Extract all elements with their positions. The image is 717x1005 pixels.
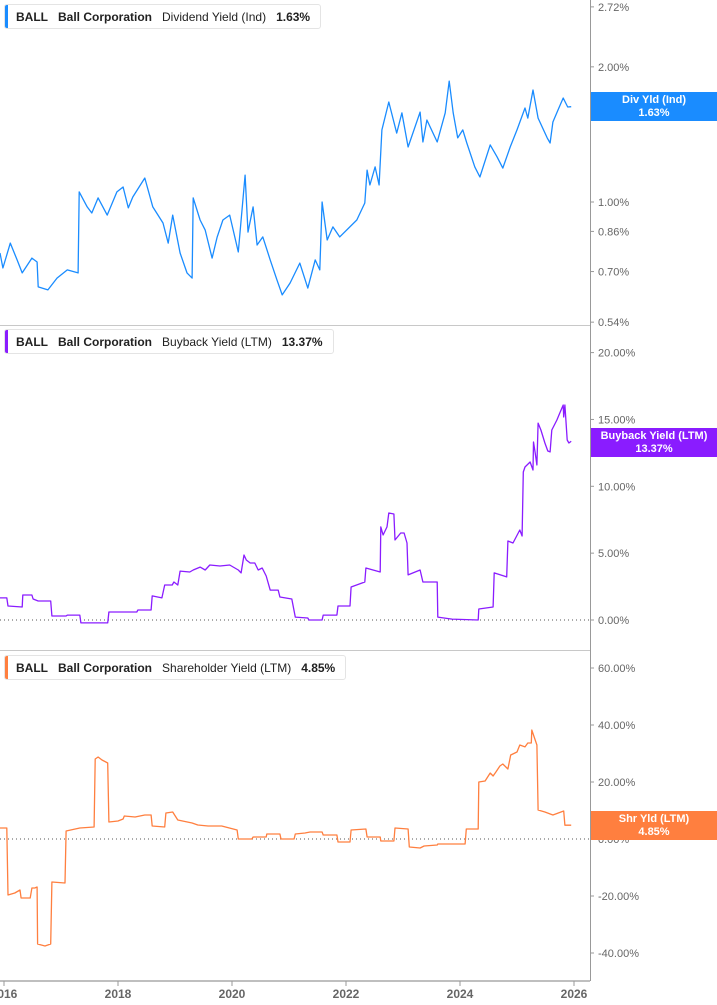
value-tag-shareholder-yield: Shr Yld (LTM) 4.85% bbox=[591, 811, 717, 840]
legend-metric: Buyback Yield (LTM) bbox=[162, 334, 272, 349]
y-tick-label: 0.54% bbox=[598, 317, 629, 329]
legend-color-bar bbox=[5, 5, 8, 28]
legend-dividend-yield: BALL Ball Corporation Dividend Yield (In… bbox=[4, 4, 322, 29]
legend-ticker: BALL bbox=[16, 334, 48, 349]
x-tick-label: 2016 bbox=[0, 987, 18, 1001]
x-tick-label: 2024 bbox=[447, 987, 474, 1001]
value-tag-buyback-yield: Buyback Yield (LTM) 13.37% bbox=[591, 428, 717, 457]
tag-value: 4.85% bbox=[638, 826, 670, 838]
y-tick-label: -20.00% bbox=[598, 891, 639, 903]
y-tick-label: 40.00% bbox=[598, 720, 636, 732]
y-tick-label: 10.00% bbox=[598, 481, 636, 493]
x-tick-label: 2026 bbox=[561, 987, 588, 1001]
legend-color-bar bbox=[5, 656, 8, 679]
tag-label: Div Yld (Ind) bbox=[622, 94, 686, 106]
x-tick-label: 2018 bbox=[105, 987, 132, 1001]
value-tag-dividend-yield: Div Yld (Ind) 1.63% bbox=[591, 92, 717, 121]
legend-value: 1.63% bbox=[276, 9, 311, 24]
legend-value: 4.85% bbox=[301, 660, 336, 675]
series-line-shareholder-yield bbox=[0, 729, 572, 947]
legend-company: Ball Corporation bbox=[58, 334, 153, 349]
tag-label: Buyback Yield (LTM) bbox=[600, 430, 708, 442]
y-tick-label: 0.70% bbox=[598, 267, 629, 279]
y-tick-label: 20.00% bbox=[598, 348, 636, 360]
y-tick-label: 0.00% bbox=[598, 615, 629, 627]
legend-value: 13.37% bbox=[281, 334, 323, 349]
y-tick-label: 5.00% bbox=[598, 548, 629, 560]
y-tick-label: 1.00% bbox=[598, 197, 629, 209]
legend-metric: Shareholder Yield (LTM) bbox=[162, 660, 292, 675]
y-tick-label: 60.00% bbox=[598, 663, 636, 675]
legend-ticker: BALL bbox=[16, 660, 48, 675]
tag-value: 13.37% bbox=[635, 443, 673, 455]
y-tick-label: 2.72% bbox=[598, 2, 629, 14]
tag-label: Shr Yld (LTM) bbox=[618, 813, 690, 825]
legend-ticker: BALL bbox=[16, 9, 48, 24]
legend-company: Ball Corporation bbox=[58, 9, 153, 24]
legend-company: Ball Corporation bbox=[58, 660, 153, 675]
y-tick-label: -40.00% bbox=[598, 948, 639, 960]
y-tick-label: 20.00% bbox=[598, 777, 636, 789]
legend-shareholder-yield: BALL Ball Corporation Shareholder Yield … bbox=[4, 655, 347, 680]
x-tick-label: 2022 bbox=[333, 987, 360, 1001]
y-tick-label: 15.00% bbox=[598, 414, 636, 426]
x-tick-label: 2020 bbox=[219, 987, 246, 1001]
series-line-dividend-yield bbox=[0, 80, 572, 296]
series-line-buyback-yield bbox=[0, 404, 572, 624]
legend-buyback-yield: BALL Ball Corporation Buyback Yield (LTM… bbox=[4, 329, 334, 354]
y-tick-label: 2.00% bbox=[598, 62, 629, 74]
tag-value: 1.63% bbox=[638, 107, 670, 119]
y-tick-label: 0.86% bbox=[598, 226, 629, 238]
legend-metric: Dividend Yield (Ind) bbox=[162, 9, 267, 24]
legend-color-bar bbox=[5, 330, 8, 353]
